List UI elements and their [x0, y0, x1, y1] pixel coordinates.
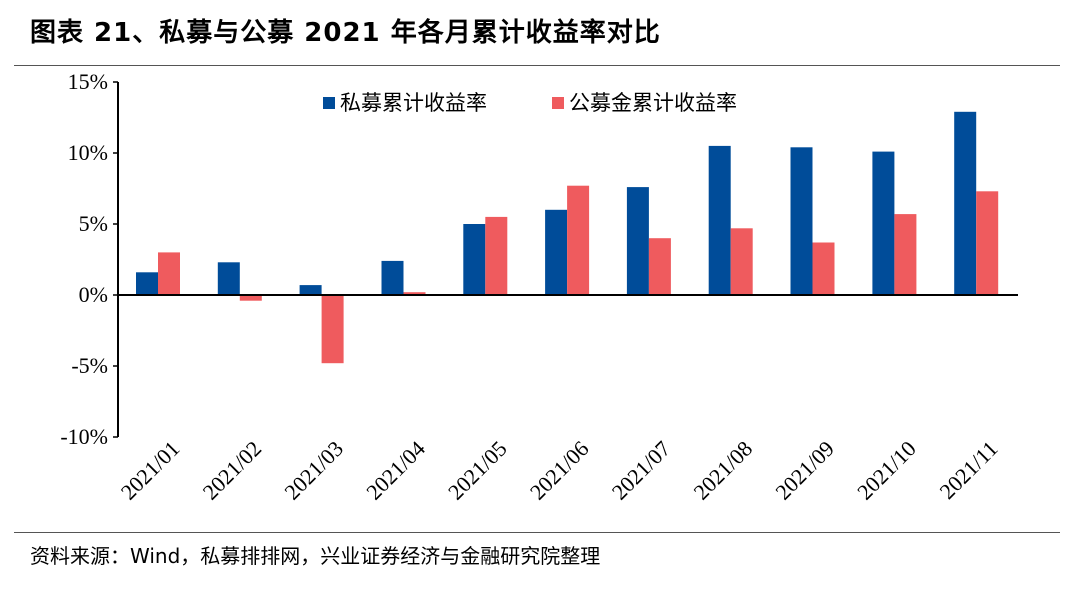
bar-public-2021/09 [812, 242, 835, 295]
bar-public-2021/03 [321, 295, 344, 364]
x-tick-label: 2021/09 [770, 436, 839, 505]
bar-private-2021/04 [381, 260, 404, 295]
bar-private-2021/02 [217, 262, 240, 295]
x-tick-label: 2021/02 [198, 436, 267, 505]
y-tick-label: -5% [71, 353, 108, 378]
bar-private-2021/09 [790, 147, 813, 295]
source-note: 资料来源：Wind，私募排排网，兴业证券经济与金融研究院整理 [30, 544, 601, 568]
x-tick-label: 2021/03 [279, 436, 348, 505]
x-tick-label: 2021/06 [525, 436, 594, 505]
bar-public-2021/02 [239, 295, 262, 301]
bar-public-2021/08 [730, 228, 753, 295]
legend-swatch-private [323, 97, 335, 109]
y-tick-label: 15% [68, 69, 108, 94]
y-tick-label: -10% [60, 424, 108, 449]
bar-private-2021/08 [708, 145, 731, 295]
legend-label-public: 公募金累计收益率 [569, 91, 737, 115]
plot-area [136, 111, 999, 364]
x-tick-label: 2021/08 [688, 436, 757, 505]
figure-title: 图表 21、私募与公募 2021 年各月累计收益率对比 [30, 18, 661, 48]
bar-private-2021/05 [463, 224, 486, 295]
bar-private-2021/03 [299, 285, 322, 295]
top-divider [14, 65, 1060, 66]
bar-public-2021/07 [648, 238, 671, 295]
bottom-divider [14, 532, 1060, 533]
bar-private-2021/01 [136, 272, 158, 295]
y-tick-label: 10% [68, 140, 108, 165]
bar-private-2021/11 [954, 111, 977, 295]
x-axis: 2021/01 2021/02 2021/03 2021/04 2021/05 2021/… [116, 294, 1018, 505]
bar-private-2021/07 [626, 187, 649, 295]
y-tick-label: 0% [79, 282, 108, 307]
legend-swatch-public [552, 97, 564, 109]
bar-public-2021/05 [485, 216, 508, 295]
bar-public-2021/06 [567, 185, 590, 295]
y-tick-label: 5% [79, 211, 108, 236]
bar-public-2021/01 [158, 252, 180, 295]
y-axis: 15% 10% 5% 0% -5% -10% [60, 69, 119, 449]
bar-public-2021/11 [976, 191, 999, 295]
x-tick-label: 2021/07 [607, 436, 676, 505]
x-tick-label: 2021/05 [443, 436, 512, 505]
bar-public-2021/04 [403, 292, 426, 295]
x-tick-label: 2021/10 [852, 436, 921, 505]
x-tick-label: 2021/11 [935, 436, 1003, 504]
bar-public-2021/10 [894, 214, 917, 295]
x-tick-label: 2021/04 [361, 436, 430, 505]
x-tick-label: 2021/01 [116, 436, 185, 505]
legend: 私募累计收益率 公募金累计收益率 [323, 91, 737, 115]
bar-private-2021/10 [872, 151, 895, 295]
bar-private-2021/06 [545, 209, 568, 295]
legend-label-private: 私募累计收益率 [340, 91, 487, 115]
